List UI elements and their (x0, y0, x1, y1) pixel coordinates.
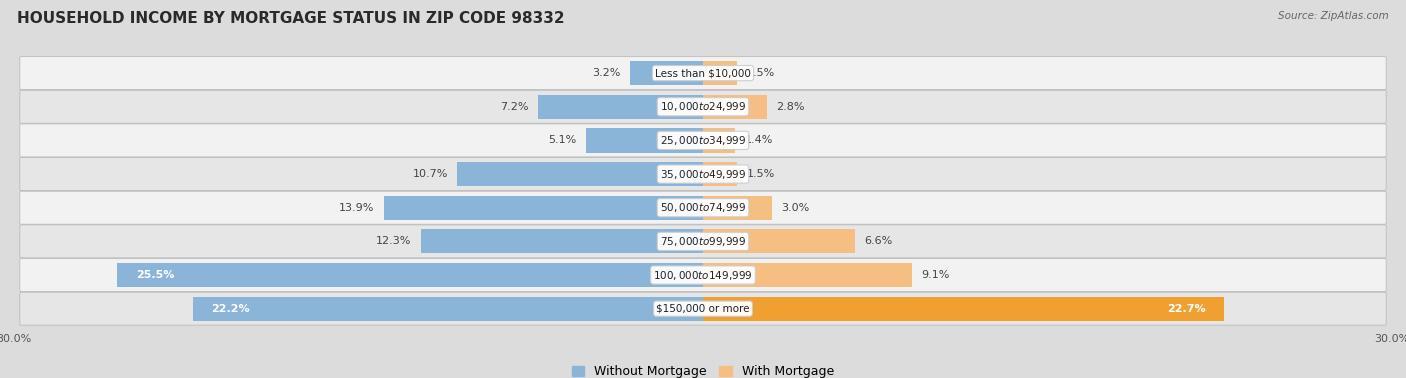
FancyBboxPatch shape (20, 158, 1386, 191)
Bar (420, 229, 703, 254)
FancyBboxPatch shape (20, 57, 1386, 90)
Bar (703, 128, 735, 153)
Text: HOUSEHOLD INCOME BY MORTGAGE STATUS IN ZIP CODE 98332: HOUSEHOLD INCOME BY MORTGAGE STATUS IN Z… (17, 11, 564, 26)
Bar (703, 297, 1225, 321)
Text: 9.1%: 9.1% (921, 270, 949, 280)
Bar (703, 229, 855, 254)
Text: 7.2%: 7.2% (501, 102, 529, 112)
Text: 1.4%: 1.4% (744, 135, 773, 146)
Text: 5.1%: 5.1% (548, 135, 576, 146)
Text: Source: ZipAtlas.com: Source: ZipAtlas.com (1278, 11, 1389, 21)
Bar (537, 94, 703, 119)
Text: $25,000 to $34,999: $25,000 to $34,999 (659, 134, 747, 147)
Text: 25.5%: 25.5% (136, 270, 174, 280)
FancyBboxPatch shape (20, 124, 1386, 157)
Text: $35,000 to $49,999: $35,000 to $49,999 (659, 167, 747, 181)
Bar (630, 61, 703, 85)
FancyBboxPatch shape (20, 191, 1386, 224)
Text: 22.7%: 22.7% (1167, 304, 1206, 314)
Bar (384, 195, 703, 220)
Text: 2.8%: 2.8% (776, 102, 806, 112)
Text: $100,000 to $149,999: $100,000 to $149,999 (654, 268, 752, 282)
Bar (193, 297, 703, 321)
Bar (703, 162, 738, 186)
Text: Less than $10,000: Less than $10,000 (655, 68, 751, 78)
Bar (703, 61, 738, 85)
Text: 3.2%: 3.2% (592, 68, 620, 78)
Text: $10,000 to $24,999: $10,000 to $24,999 (659, 100, 747, 113)
Text: 10.7%: 10.7% (413, 169, 449, 179)
FancyBboxPatch shape (20, 292, 1386, 325)
Text: $75,000 to $99,999: $75,000 to $99,999 (659, 235, 747, 248)
Text: 22.2%: 22.2% (211, 304, 250, 314)
Bar (117, 263, 703, 287)
Text: 1.5%: 1.5% (747, 68, 775, 78)
FancyBboxPatch shape (20, 90, 1386, 123)
Text: $150,000 or more: $150,000 or more (657, 304, 749, 314)
Text: 12.3%: 12.3% (375, 236, 412, 246)
Text: 3.0%: 3.0% (782, 203, 810, 213)
Bar (703, 94, 768, 119)
Bar (586, 128, 703, 153)
Bar (703, 263, 912, 287)
Text: 6.6%: 6.6% (863, 236, 891, 246)
Bar (457, 162, 703, 186)
Text: 1.5%: 1.5% (747, 169, 775, 179)
FancyBboxPatch shape (20, 225, 1386, 258)
Bar (703, 195, 772, 220)
Text: 13.9%: 13.9% (339, 203, 374, 213)
FancyBboxPatch shape (20, 259, 1386, 291)
Text: $50,000 to $74,999: $50,000 to $74,999 (659, 201, 747, 214)
Legend: Without Mortgage, With Mortgage: Without Mortgage, With Mortgage (567, 360, 839, 378)
